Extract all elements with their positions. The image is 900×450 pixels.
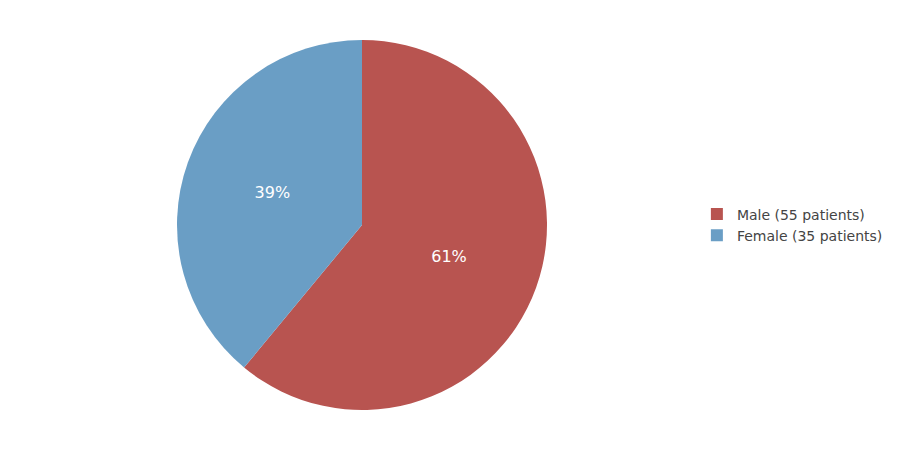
svg-text:39%: 39% <box>255 183 291 202</box>
svg-text:61%: 61% <box>431 247 467 266</box>
svg-text:Male (55 patients): Male (55 patients) <box>737 207 865 223</box>
svg-text:Female (35 patients): Female (35 patients) <box>737 228 882 244</box>
